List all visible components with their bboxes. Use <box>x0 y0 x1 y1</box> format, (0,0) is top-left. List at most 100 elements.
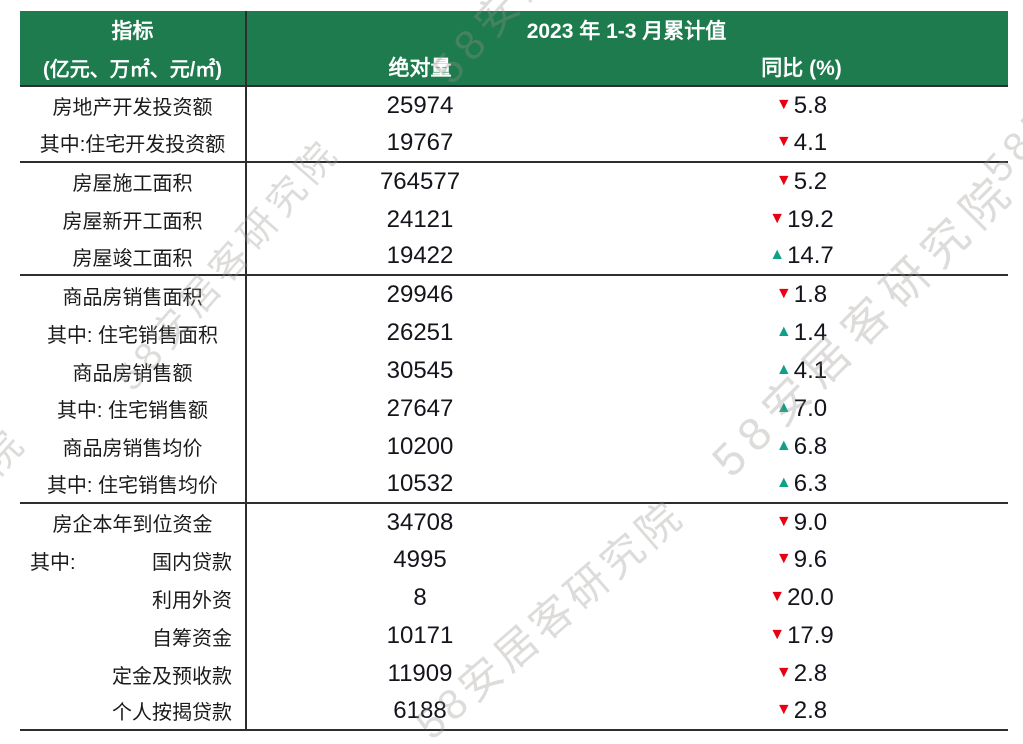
row-label: 其中:住宅开发投资额 <box>20 125 245 161</box>
row-label-text: 其中: 住宅销售额 <box>56 400 209 423</box>
row-label: 房屋施工面积 <box>20 163 245 201</box>
yoy-value: ▼ 4.1 <box>595 125 1008 161</box>
down-triangle-icon: ▼ <box>775 512 792 530</box>
row-label-text: 房屋竣工面积 <box>72 247 193 270</box>
yoy-value: ▼ 9.6 <box>595 542 1008 580</box>
absolute-value: 10532 <box>386 469 454 497</box>
yoy-value: ▲ 1.4 <box>595 314 1008 352</box>
down-triangle-icon: ▼ <box>775 95 792 113</box>
down-triangle-icon: ▼ <box>775 700 792 718</box>
row-label: 房屋新开工面积 <box>20 201 245 239</box>
table-row: 利用外资 8 ▼ 20.0 <box>20 579 1008 617</box>
yoy-value: ▼ 20.0 <box>595 579 1008 617</box>
yoy-value: ▼ 2.8 <box>595 655 1008 693</box>
table-row: 房屋竣工面积 19422 ▲ 14.7 <box>20 239 1008 277</box>
row-label-text: 商品房销售额 <box>72 362 193 385</box>
row-label: 房地产开发投资额 <box>20 87 245 125</box>
absolute-value: 19422 <box>386 242 454 270</box>
table-row: 商品房销售额 30545 ▲ 4.1 <box>20 352 1008 390</box>
down-triangle-icon: ▼ <box>775 664 792 682</box>
table-row: 其中:住宅开发投资额 19767 ▼ 4.1 <box>20 125 1008 163</box>
up-triangle-icon: ▲ <box>775 323 792 341</box>
table-row: 其中: 国内贷款 4995 ▼ 9.6 <box>20 542 1008 580</box>
column-divider-line <box>245 11 247 729</box>
yoy-number: 9.6 <box>793 546 828 574</box>
yoy-number: 5.8 <box>793 91 828 119</box>
yoy-value: ▼ 5.2 <box>595 163 1008 201</box>
row-label-text: 商品房销售均价 <box>62 438 203 461</box>
down-triangle-icon: ▼ <box>775 550 792 568</box>
row-label: 个人按揭贷款 <box>20 693 245 729</box>
row-label-text: 其中: 住宅销售均价 <box>46 475 219 498</box>
down-triangle-icon: ▼ <box>775 171 792 189</box>
absolute-value: 10200 <box>386 432 454 460</box>
header-indicator-cell: 指标 (亿元、万㎡、元/㎡) <box>20 11 245 85</box>
yoy-value: ▲ 6.3 <box>595 466 1008 502</box>
row-label: 自筹资金 <box>20 617 245 655</box>
up-triangle-icon: ▲ <box>775 436 792 454</box>
yoy-number: 1.8 <box>793 281 828 309</box>
absolute-value: 29946 <box>386 281 454 309</box>
yoy-value: ▲ 6.8 <box>595 428 1008 466</box>
row-label-text: 房地产开发投资额 <box>52 97 213 120</box>
row-label: 其中: 住宅销售面积 <box>20 314 245 352</box>
row-label-prefix: 其中: <box>30 551 76 574</box>
row-label-text: 其中: 住宅销售面积 <box>46 324 219 347</box>
down-triangle-icon: ▼ <box>769 209 786 227</box>
row-label: 房屋竣工面积 <box>20 239 245 275</box>
header-absolute-label: 绝对量 <box>388 57 452 80</box>
row-label: 其中: 国内贷款 <box>20 542 245 580</box>
down-triangle-icon: ▼ <box>775 132 792 150</box>
row-label-text: 房屋施工面积 <box>72 173 193 196</box>
yoy-value: ▼ 5.8 <box>595 87 1008 125</box>
row-label-text: 房屋新开工面积 <box>62 211 203 234</box>
table-row: 房屋新开工面积 24121 ▼ 19.2 <box>20 201 1008 239</box>
header-indicator-units: (亿元、万㎡、元/㎡) <box>43 58 222 81</box>
yoy-value: ▼ 9.0 <box>595 504 1008 542</box>
absolute-value: 10171 <box>386 622 454 650</box>
yoy-number: 14.7 <box>787 242 834 270</box>
down-triangle-icon: ▼ <box>769 588 786 606</box>
yoy-value: ▼ 17.9 <box>595 617 1008 655</box>
table-header: 指标 (亿元、万㎡、元/㎡) 2023 年 1-3 月累计值 绝对量 同比 (%… <box>20 11 1008 85</box>
up-triangle-icon: ▲ <box>775 473 792 491</box>
row-label: 商品房销售均价 <box>20 428 245 466</box>
row-label: 商品房销售面积 <box>20 276 245 314</box>
table-row: 其中: 住宅销售额 27647 ▲ 7.0 <box>20 390 1008 428</box>
yoy-number: 17.9 <box>787 622 834 650</box>
row-label: 其中: 住宅销售均价 <box>20 466 245 502</box>
table-row: 定金及预收款 11909 ▼ 2.8 <box>20 655 1008 693</box>
yoy-number: 5.2 <box>793 167 828 195</box>
table-row: 商品房销售均价 10200 ▲ 6.8 <box>20 428 1008 466</box>
absolute-value: 26251 <box>386 319 454 347</box>
yoy-number: 7.0 <box>793 394 828 422</box>
absolute-value: 11909 <box>387 660 453 688</box>
header-indicator-title: 指标 <box>111 20 154 43</box>
up-triangle-icon: ▲ <box>775 361 792 379</box>
row-label-text: 自筹资金 <box>152 627 232 650</box>
absolute-value: 27647 <box>386 394 454 422</box>
row-label: 定金及预收款 <box>20 655 245 693</box>
absolute-value: 34708 <box>386 508 454 536</box>
table-row: 其中: 住宅销售均价 10532 ▲ 6.3 <box>20 466 1008 504</box>
table-row: 个人按揭贷款 6188 ▼ 2.8 <box>20 693 1008 731</box>
table-body: 房地产开发投资额 25974 ▼ 5.8 其中:住宅开发投资额 19767 ▼ 4.1 房屋施工… <box>20 85 1008 731</box>
absolute-value: 8 <box>413 584 427 612</box>
table-row: 房屋施工面积 764577 ▼ 5.2 <box>20 163 1008 201</box>
row-label: 利用外资 <box>20 579 245 617</box>
absolute-value: 19767 <box>386 128 454 156</box>
yoy-number: 2.8 <box>793 660 828 688</box>
yoy-number: 6.8 <box>793 432 828 460</box>
yoy-number: 19.2 <box>787 205 834 233</box>
row-label-text: 个人按揭贷款 <box>112 702 232 725</box>
up-triangle-icon: ▲ <box>769 246 786 264</box>
row-label-text: 国内贷款 <box>152 551 232 574</box>
yoy-number: 2.8 <box>793 696 828 724</box>
down-triangle-icon: ▼ <box>775 285 792 303</box>
statistics-table: 指标 (亿元、万㎡、元/㎡) 2023 年 1-3 月累计值 绝对量 同比 (%… <box>20 11 1008 731</box>
yoy-value: ▲ 7.0 <box>595 390 1008 428</box>
yoy-value: ▲ 4.1 <box>595 352 1008 390</box>
table-row: 商品房销售面积 29946 ▼ 1.8 <box>20 276 1008 314</box>
table-row: 其中: 住宅销售面积 26251 ▲ 1.4 <box>20 314 1008 352</box>
